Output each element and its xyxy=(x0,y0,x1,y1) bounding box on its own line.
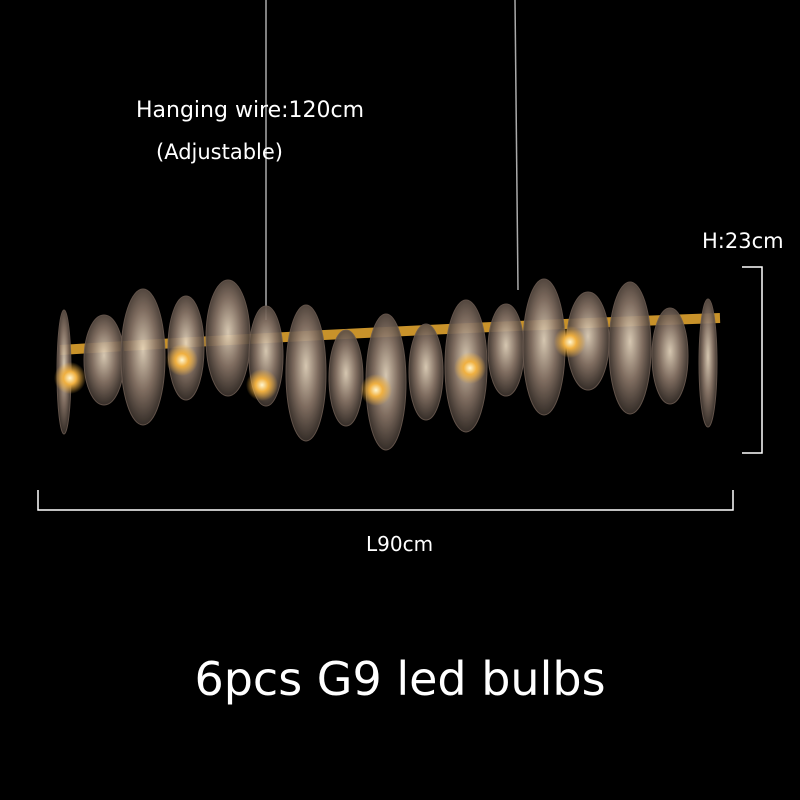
bulb-glow xyxy=(166,344,198,376)
crystal-pendant xyxy=(487,303,525,397)
bulb-glows xyxy=(54,326,586,406)
hanging-wire-right xyxy=(514,0,519,291)
length-label: L90cm xyxy=(366,532,434,556)
bulb-glow xyxy=(454,352,486,384)
bulb-glow xyxy=(54,362,86,394)
crystal-pendant xyxy=(328,329,364,427)
bulb-glow xyxy=(246,369,278,401)
adjustable-label: (Adjustable) xyxy=(156,140,283,164)
bulb-glow xyxy=(554,326,586,358)
crystal-pendant xyxy=(83,314,125,406)
crystal-pendant xyxy=(651,307,689,405)
bulbs-caption: 6pcs G9 led bulbs xyxy=(194,652,606,706)
height-bracket xyxy=(742,266,763,454)
crystal-group xyxy=(56,278,718,451)
crystal-pendant xyxy=(120,288,166,426)
crystal-pendant xyxy=(698,298,718,428)
crystal-pendant xyxy=(408,323,444,421)
hanging-wire-label: Hanging wire:120cm xyxy=(136,98,365,123)
crystal-pendant xyxy=(205,279,251,397)
crystal-pendant xyxy=(608,281,652,415)
crystal-pendant xyxy=(285,304,327,442)
bulb-glow xyxy=(360,374,392,406)
height-label: H:23cm xyxy=(702,229,784,253)
length-bracket xyxy=(37,490,734,511)
